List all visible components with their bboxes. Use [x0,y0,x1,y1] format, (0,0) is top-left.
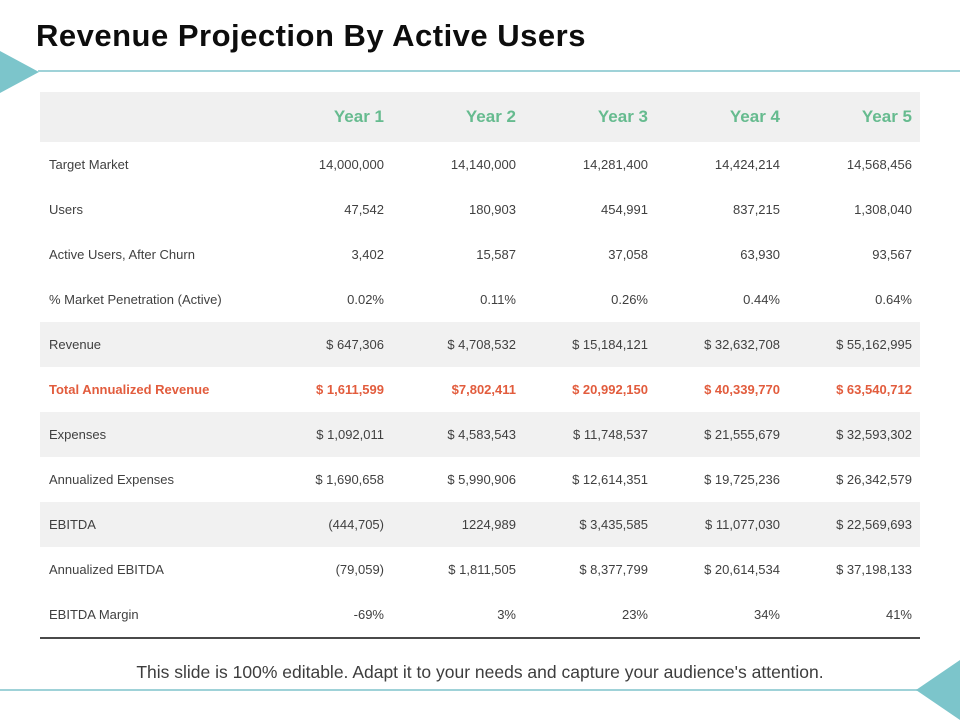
column-header-year5: Year 5 [861,107,912,126]
title-underline [38,70,960,72]
cell-value: 14,281,400 [582,157,648,172]
revenue-projection-table: Year 1 Year 2 Year 3 Year 4 Year 5 Targe… [40,92,920,639]
cell-value: 23% [621,607,648,622]
footer-line [0,689,918,691]
cell-value: 0.02% [347,292,384,307]
row-label: Revenue [49,337,102,352]
table-row-market-penetration: % Market Penetration (Active) 0.02% 0.11… [40,277,920,322]
cell-value: $ 12,614,351 [572,472,648,487]
cell-value: $ 1,092,011 [316,427,384,442]
table-header-row: Year 1 Year 2 Year 3 Year 4 Year 5 [40,92,920,142]
cell-value: $ 37,198,133 [836,562,912,577]
cell-value: 0.26% [611,292,648,307]
cell-value: 63,930 [740,247,780,262]
cell-value: 14,568,456 [846,157,912,172]
row-label: Expenses [49,427,107,442]
column-header-year4: Year 4 [729,107,780,126]
cell-value: $ 11,077,030 [705,517,780,532]
cell-value: 180,903 [469,202,516,217]
table-row-total-annualized-revenue: Total Annualized Revenue $ 1,611,599 $7,… [40,367,920,412]
cell-value: $ 4,708,532 [447,337,516,352]
row-label: Annualized Expenses [49,472,175,487]
cell-value: 47,542 [344,202,384,217]
row-label: EBITDA Margin [49,607,139,622]
table-row-ebitda: EBITDA (444,705) 1224,989 $ 3,435,585 $ … [40,502,920,547]
cell-value: $ 8,377,799 [579,562,648,577]
cell-value: $ 21,555,679 [704,427,780,442]
page-title: Revenue Projection By Active Users [36,18,586,53]
table-row-target-market: Target Market 14,000,000 14,140,000 14,2… [40,142,920,187]
cell-value: 1,308,040 [854,202,912,217]
table-row-users: Users 47,542 180,903 454,991 837,215 1,3… [40,187,920,232]
table-row-ebitda-margin: EBITDA Margin -69% 3% 23% 34% 41% [40,592,920,637]
row-label: Target Market [49,157,129,172]
row-label: Active Users, After Churn [49,247,195,262]
footer-note: This slide is 100% editable. Adapt it to… [136,662,824,682]
row-label: Total Annualized Revenue [49,382,210,397]
cell-value: $ 3,435,585 [579,517,648,532]
column-header-year1: Year 1 [333,107,384,126]
cell-value: $ 20,614,534 [704,562,780,577]
table-row-expenses: Expenses $ 1,092,011 $ 4,583,543 $ 11,74… [40,412,920,457]
left-arrow-decoration [0,51,39,93]
cell-value: 0.64% [875,292,912,307]
column-header-year3: Year 3 [597,107,648,126]
cell-value: 837,215 [733,202,780,217]
cell-value: $ 26,342,579 [836,472,912,487]
cell-value: -69% [353,607,384,622]
cell-value: 454,991 [601,202,648,217]
cell-value: 3,402 [351,247,384,262]
table-row-annualized-expenses: Annualized Expenses $ 1,690,658 $ 5,990,… [40,457,920,502]
row-label: Users [49,202,83,217]
cell-value: $ 63,540,712 [836,382,912,397]
cell-value: $ 32,632,708 [704,337,780,352]
cell-value: $ 11,748,537 [573,427,648,442]
cell-value: $ 1,611,599 [316,382,384,397]
cell-value: 3% [497,607,516,622]
cell-value: $ 4,583,543 [447,427,516,442]
cell-value: 0.44% [743,292,780,307]
cell-value: (444,705) [328,517,384,532]
cell-value: 41% [885,607,912,622]
cell-value: 15,587 [476,247,516,262]
cell-value: $ 22,569,693 [836,517,912,532]
cell-value: 93,567 [872,247,912,262]
cell-value: $ 15,184,121 [572,337,648,352]
cell-value: 14,140,000 [450,157,516,172]
cell-value: 34% [753,607,780,622]
cell-value: $ 5,990,906 [447,472,516,487]
cell-value: 0.11% [480,292,516,307]
cell-value: $ 55,162,995 [836,337,912,352]
cell-value: 14,424,214 [714,157,780,172]
row-label: Annualized EBITDA [49,562,164,577]
table-row-annualized-ebitda: Annualized EBITDA (79,059) $ 1,811,505 $… [40,547,920,592]
table-row-revenue: Revenue $ 647,306 $ 4,708,532 $ 15,184,1… [40,322,920,367]
column-header-year2: Year 2 [465,107,516,126]
cell-value: $ 20,992,150 [572,382,648,397]
cell-value: $ 1,811,505 [448,562,516,577]
cell-value: $7,802,411 [451,382,516,397]
cell-value: $ 647,306 [326,337,384,352]
table-row-active-users: Active Users, After Churn 3,402 15,587 3… [40,232,920,277]
cell-value: $ 19,725,236 [704,472,780,487]
cell-value: $ 32,593,302 [836,427,912,442]
cell-value: 1224,989 [461,517,516,532]
row-label: % Market Penetration (Active) [49,292,222,307]
cell-value: 14,000,000 [318,157,384,172]
cell-value: 37,058 [608,247,648,262]
cell-value: (79,059) [335,562,384,577]
cell-value: $ 40,339,770 [704,382,780,397]
row-label: EBITDA [49,517,96,532]
cell-value: $ 1,690,658 [315,472,384,487]
